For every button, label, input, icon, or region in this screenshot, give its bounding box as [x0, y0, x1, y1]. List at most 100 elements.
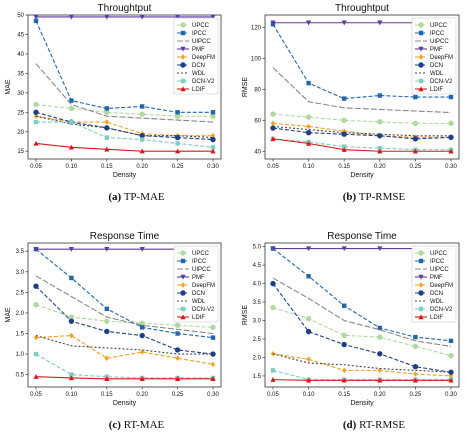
data-point [270, 304, 276, 311]
chart-panel-4: Response Time 1.5 2.0 2.5 3.0 3.5 4.0 4.5 5.0 0.0… [242, 231, 460, 431]
series-uipcc [35, 275, 214, 335]
legend-entry: DCN [192, 63, 205, 69]
legend: UPCC IPCC UIPCC PMF DeepFM DCN WDL DCN-V2 LDIF [173, 17, 219, 95]
data-point [139, 246, 145, 252]
data-point [305, 114, 312, 120]
data-point [69, 332, 74, 339]
legend-marker [180, 62, 186, 68]
data-point [33, 351, 39, 357]
data-point [448, 148, 454, 154]
data-point [33, 101, 39, 108]
data-point [448, 94, 454, 100]
y-tick-label: 20 [17, 130, 24, 136]
y-tick-label: 3.0 [16, 270, 25, 276]
data-point [139, 148, 145, 154]
data-point [448, 120, 454, 127]
series-upcc [33, 101, 216, 119]
legend: UPCC IPCC UIPCC PMF DeepFM DCN WDL DCN-V2 LDIF [411, 17, 457, 95]
y-axis-label: RMSE [242, 305, 249, 326]
data-point [33, 246, 39, 252]
data-point [104, 328, 110, 335]
x-tick-label: 0.25 [410, 392, 422, 398]
data-point [270, 246, 276, 252]
data-point [210, 148, 216, 154]
x-tick-label: 0.20 [374, 392, 386, 398]
data-point [377, 145, 382, 151]
data-point [104, 146, 110, 152]
x-tick-label: 0.25 [410, 164, 422, 170]
y-tick-label: 0.5 [16, 373, 25, 379]
legend-marker [418, 306, 424, 312]
data-point [104, 109, 110, 115]
data-point [412, 148, 418, 154]
data-point [104, 355, 109, 361]
x-axis-label: Density [350, 172, 374, 179]
chart-title: Throughtput [335, 3, 389, 14]
legend-marker [418, 282, 424, 288]
y-tick-label: 5.0 [253, 245, 262, 251]
legend-marker [180, 314, 186, 320]
legend-marker [180, 282, 186, 288]
data-point [306, 246, 312, 252]
data-point [342, 144, 347, 149]
legend-entry: WDL [192, 71, 206, 77]
data-point [412, 343, 419, 350]
y-axis-label: MAE [5, 307, 12, 323]
series-line [35, 304, 214, 328]
legend-marker [180, 22, 186, 28]
x-tick-label: 0.20 [374, 164, 386, 170]
legend-entry: UIPCC [192, 39, 211, 45]
y-tick-label: 80 [254, 87, 261, 93]
x-tick-label: 0.10 [66, 164, 78, 170]
series-deepfm [270, 350, 454, 379]
series-line [35, 285, 214, 355]
legend-entry: WDL [430, 71, 444, 77]
caption-letter: (a) [108, 191, 121, 203]
legend: UPCC IPCC UIPCC PMF DeepFM DCN WDL DCN-V2 LDIF [411, 245, 457, 323]
data-point [306, 123, 311, 130]
legend-marker [180, 78, 186, 84]
legend-entry: UIPCC [192, 267, 211, 273]
legend-entry: IPCC [430, 259, 445, 265]
caption-text: TP-MAE [121, 191, 165, 203]
y-tick-label: 50 [17, 13, 24, 19]
y-tick-label: 100 [251, 56, 262, 62]
data-point [377, 119, 383, 125]
y-axis-label: MAE [5, 79, 12, 95]
data-point [377, 246, 383, 252]
panel-caption: (a) TP-MAE [108, 191, 165, 203]
legend-marker [418, 274, 424, 280]
data-point [210, 335, 216, 340]
data-point [412, 363, 419, 370]
x-tick-label: 0.25 [172, 392, 184, 398]
y-tick-label: 4.0 [253, 282, 262, 288]
x-tick-label: 0.15 [338, 164, 350, 170]
legend-entry: PMF [430, 47, 443, 53]
data-point [69, 275, 74, 281]
legend-entry: IPCC [192, 259, 207, 265]
legend-entry: DeepFM [430, 283, 453, 289]
y-tick-label: 25 [17, 110, 24, 116]
y-tick-label: 2.5 [253, 337, 262, 343]
data-point [140, 325, 145, 330]
data-point [139, 332, 145, 339]
data-point [270, 120, 276, 127]
data-point [210, 14, 216, 20]
y-tick-label: 3.5 [16, 249, 25, 255]
legend-entry: PMF [430, 275, 443, 281]
legend-entry: LDIF [430, 315, 443, 321]
data-point [68, 14, 74, 20]
chart-panel-3: Response Time 0.5 1.0 1.5 2.0 2.5 3.0 3.5 0.05 0.… [5, 231, 222, 431]
data-point [68, 144, 74, 150]
x-tick-label: 0.15 [101, 392, 113, 398]
data-point [104, 119, 109, 125]
legend-entry: LDIF [192, 87, 205, 93]
legend-entry: UIPCC [430, 39, 449, 45]
legend-marker [180, 54, 186, 60]
data-point [210, 132, 216, 139]
series-line [35, 335, 213, 355]
series-uipcc [35, 63, 214, 123]
legend-entry: DCN-V2 [430, 79, 453, 85]
data-point [305, 328, 312, 335]
data-point [377, 93, 382, 98]
